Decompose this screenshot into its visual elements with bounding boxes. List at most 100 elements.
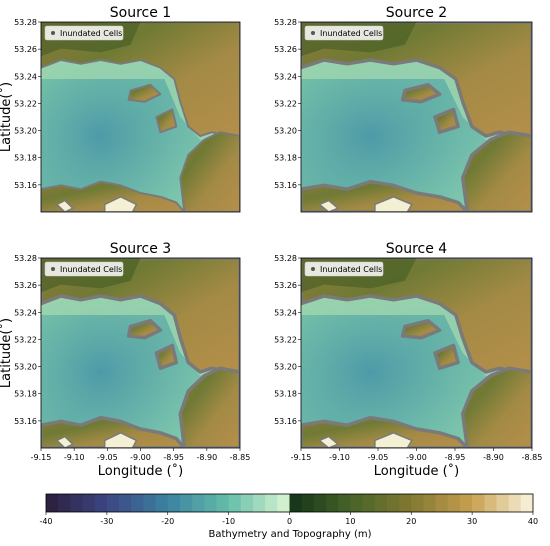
land-mass	[400, 318, 442, 340]
x-tick-label: -8.85	[522, 453, 543, 462]
colorbar-cell	[399, 494, 412, 512]
land-mass	[154, 343, 179, 370]
land-mass	[460, 366, 532, 448]
y-tick-label: 53.20	[14, 127, 37, 136]
legend-marker	[51, 267, 55, 271]
y-tick-label: 53.24	[14, 72, 37, 81]
panel-title: Source 3	[110, 241, 171, 257]
y-tick-label: 53.28	[274, 254, 297, 263]
colorbar-cell	[362, 494, 376, 512]
y-tick-label: 53.28	[14, 254, 37, 263]
colorbar-cell	[46, 494, 59, 512]
axes-frame	[40, 21, 241, 213]
colorbar-cell	[472, 494, 485, 512]
x-tick-label: -8.95	[163, 453, 184, 462]
land-mass	[126, 318, 163, 340]
colorbar-cell	[155, 494, 169, 512]
bathymetry-map	[301, 22, 532, 212]
colorbar-cell	[58, 494, 71, 512]
colorbar-cell	[277, 494, 290, 512]
colorbar-cell	[459, 494, 473, 512]
y-tick-label: 53.18	[274, 390, 297, 399]
colorbar-tick-label: 40	[528, 517, 538, 526]
y-tick-label: 53.20	[274, 127, 297, 136]
y-tick-label: 53.22	[274, 335, 297, 344]
y-tick-label: 53.26	[14, 45, 37, 54]
colorbar-tick-label: 20	[406, 517, 416, 526]
land-mass	[301, 179, 470, 212]
colorbar-cell	[192, 494, 205, 512]
colorbar-cell	[167, 494, 181, 512]
legend-label: Inundated Cells	[60, 265, 122, 274]
colorbar-cell	[252, 494, 266, 512]
colorbar-cell	[313, 494, 327, 512]
x-axis-label: Longitude (˚)	[98, 463, 183, 479]
y-tick-label: 53.26	[274, 281, 297, 290]
y-tick-label: 53.26	[14, 281, 37, 290]
y-tick-label: 53.20	[14, 363, 37, 372]
panel-title: Source 4	[386, 241, 448, 257]
y-tick-label: 53.22	[14, 99, 37, 108]
bathymetry-map	[41, 258, 240, 448]
colorbar-cell	[179, 494, 193, 512]
colorbar-cell	[228, 494, 242, 512]
x-tick-label: -9.00	[406, 453, 427, 462]
x-tick-label: -9.10	[64, 453, 85, 462]
land-mass	[155, 108, 178, 134]
x-tick-label: -9.05	[97, 453, 118, 462]
x-tick-label: -9.00	[130, 453, 151, 462]
y-axis-label: Latitude(˚)	[0, 82, 14, 152]
y-tick-label: 53.16	[274, 417, 297, 426]
x-tick-label: -9.15	[291, 453, 312, 462]
legend: Inundated Cells	[304, 25, 384, 41]
legend-marker	[311, 31, 315, 35]
legend: Inundated Cells	[44, 261, 124, 277]
colorbar-cell	[508, 494, 522, 512]
panel-title: Source 2	[386, 5, 447, 21]
colorbar-label: Bathymetry and Topography (m)	[208, 529, 371, 540]
panel-title: Source 1	[110, 5, 171, 21]
colorbar-cell	[447, 494, 461, 512]
bathymetry-map	[41, 22, 240, 212]
colorbar-cell	[411, 494, 424, 512]
y-tick-label: 53.22	[274, 99, 297, 108]
colorbar-cell	[204, 494, 217, 512]
y-tick-label: 53.16	[14, 417, 37, 426]
panel-4: Source 4 Inundated Cells 53.28 53.26 53.24 53…	[274, 241, 542, 479]
land-mass	[41, 180, 186, 212]
colorbar-cell	[386, 494, 400, 512]
land-mass	[460, 130, 532, 212]
bathymetry-map	[301, 258, 532, 448]
legend-marker	[311, 267, 315, 271]
land-mass	[433, 107, 460, 134]
colorbar-cell	[423, 494, 437, 512]
land-mass	[433, 343, 460, 370]
x-tick-label: -8.95	[445, 453, 466, 462]
y-tick-label: 53.22	[14, 335, 37, 344]
colorbar-tick-label: 30	[467, 517, 477, 526]
colorbar-cell	[70, 494, 84, 512]
legend: Inundated Cells	[44, 25, 124, 41]
colorbar-cell	[131, 494, 144, 512]
y-axis-label: Latitude(˚)	[0, 318, 14, 388]
colorbar-cell	[338, 494, 351, 512]
y-tick-label: 53.18	[274, 154, 297, 163]
colorbar-cell	[82, 494, 96, 512]
panel-3: Source 3 Inundated Cells 53.28 53.26 53.24 53…	[0, 241, 250, 479]
land-mass	[127, 83, 162, 103]
colorbar-cell	[484, 494, 497, 512]
land-mass	[301, 415, 470, 448]
legend-label: Inundated Cells	[320, 265, 382, 274]
panel-1: Source 1 Inundated Cells 53.28 53.26 53.24 53…	[0, 5, 241, 213]
y-tick-label: 53.16	[14, 181, 37, 190]
colorbar-tick-label: 0	[287, 517, 292, 526]
land-mass	[179, 131, 240, 212]
colorbar-cell	[520, 494, 534, 512]
legend-label: Inundated Cells	[320, 29, 382, 38]
x-axis-label: Longitude (˚)	[374, 463, 459, 479]
x-tick-label: -9.05	[368, 453, 389, 462]
colorbar-cell	[301, 494, 315, 512]
y-tick-label: 53.26	[274, 45, 297, 54]
colorbar-cell	[289, 494, 303, 512]
